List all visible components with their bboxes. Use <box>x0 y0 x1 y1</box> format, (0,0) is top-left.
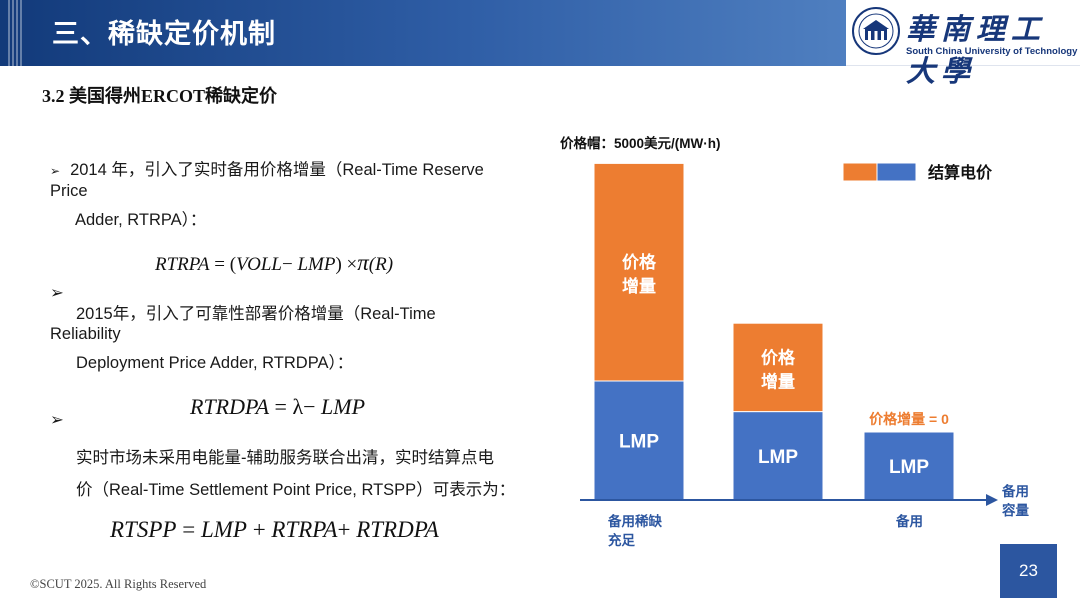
rtrdpa-text-line3: Deployment Price Adder, RTRDPA）： <box>76 354 354 372</box>
header-banner <box>0 0 846 66</box>
header-decoration <box>8 0 22 66</box>
rtrdpa-text-line1: 2015年，引入了可靠性部署价格增量（Real-Time <box>76 305 436 323</box>
bar-lmp-segment <box>593 380 685 501</box>
paragraph-rtrpa: ➢ 2014 年，引入了实时备用价格增量（Real-Time Reserve <box>50 159 540 182</box>
bar-adder-label: 增量 <box>761 371 795 391</box>
slide-header: 三、稀缺定价机制 華南理工大學 South China University o… <box>0 0 1080 88</box>
rtspp-text-line2: 价（Real-Time Settlement Point Price, RTSP… <box>76 481 516 499</box>
university-seal-icon <box>852 7 900 55</box>
page-number: 23 <box>1019 561 1038 580</box>
rtspp-text-line1: 实时市场未采用电能量-辅助服务联合出清，实时结算点电 <box>76 449 494 467</box>
rtrpa-text-line1: 2014 年，引入了实时备用价格增量（Real-Time Reserve <box>70 161 484 179</box>
bullet-icon: ➢ <box>50 164 61 178</box>
bar-adder-label: 增量 <box>622 276 656 296</box>
legend-swatch-lmp <box>876 162 917 182</box>
formula-rtrdpa: RTRDPA = λ− LMP <box>190 394 366 419</box>
bullet-icon: ➢ <box>50 284 64 302</box>
bar-lmp-label: LMP <box>619 432 659 453</box>
chart-canvas: 价格帽：5000美元/(MW·h)结算电价LMP价格增量LMP价格增量LMP价格… <box>560 135 1030 548</box>
bullet-icon: ➢ <box>50 411 64 429</box>
slide-title: 三、稀缺定价机制 <box>52 19 276 49</box>
bar-lmp-label: LMP <box>758 447 798 468</box>
bar-adder-zero-label: 价格增量 = 0 <box>869 411 949 427</box>
x-axis-label: 备用 <box>1001 483 1029 499</box>
x-axis-label: 容量 <box>1001 502 1030 518</box>
formula-rtspp: RTSPP = LMP + RTRPA+ RTRDPA <box>110 517 439 542</box>
rtrpa-text-line2: Price <box>50 182 88 200</box>
university-name-en: South China University of Technology <box>906 46 1078 57</box>
university-name-cn: 華南理工大學 <box>906 12 1047 88</box>
x-axis-arrow-icon <box>986 494 998 506</box>
bar-lmp-label: LMP <box>889 457 929 478</box>
formula-rtrpa: RTRPA = (VOLL− LMP) ×π(R) <box>155 250 394 275</box>
bar-adder-segment <box>593 162 685 382</box>
bar-adder-label: 价格 <box>761 347 796 367</box>
bar-lmp-segment <box>732 411 824 501</box>
x-tick-label: 备用 <box>895 513 923 529</box>
legend-swatch-adder <box>842 162 878 182</box>
section-subtitle: 3.2 美国得州ERCOT稀缺定价 <box>42 86 278 106</box>
copyright-footer: ©SCUT 2025. All Rights Reserved <box>30 577 207 591</box>
x-tick-label: 备用稀缺 <box>607 513 662 529</box>
scarcity-pricing-chart: 价格帽：5000美元/(MW·h) 结算电价 LMP 价格 增量 LMP 价格 增量 LMP 价格… <box>560 128 1080 548</box>
x-tick-label: 充足 <box>608 532 636 548</box>
page-number-box: 23 <box>1000 544 1057 598</box>
bar-adder-segment <box>732 322 824 413</box>
chart-title: 价格帽：5000美元/(MW·h) <box>560 135 721 151</box>
legend-label: 结算电价 <box>927 163 993 182</box>
bar-adder-label: 价格 <box>622 252 657 272</box>
rtrpa-text-line3: Adder, RTRPA）： <box>75 211 207 229</box>
rtrdpa-text-line2: Reliability <box>50 325 121 343</box>
